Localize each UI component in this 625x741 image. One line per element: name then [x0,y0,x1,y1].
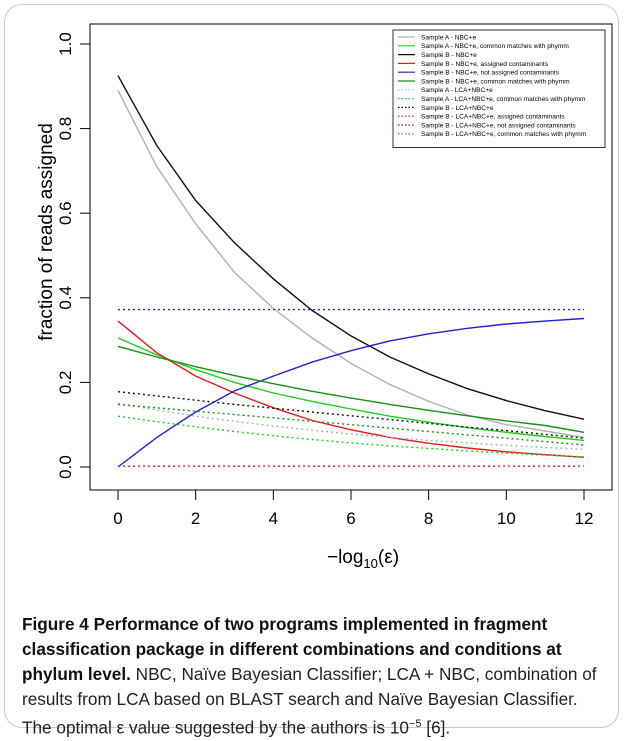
y-tick-label: 0.0 [56,455,75,479]
series-line-3 [117,75,585,420]
legend-box [392,29,606,148]
legend-label: Sample B - NBC+e, assigned contaminants [421,61,549,68]
x-tick-label: 10 [497,509,516,528]
y-tick-label: 0.4 [56,286,75,310]
series-line-2 [117,337,585,442]
legend-label: Sample B - LCA+NBC+e, common matches wit… [421,131,587,138]
x-axis-label: −log10(ε) [327,547,399,571]
x-axis-label-sub: 10 [363,556,377,571]
line-chart: 0.0 0.2 0.4 0.6 0.8 1.0 0 2 4 6 8 10 12 Sample A - … [36,23,613,571]
series-line-5 [117,317,585,468]
x-tick-label: 6 [346,509,355,528]
series-line-4 [117,320,585,458]
y-tick-label: 0.8 [56,117,75,141]
series-line-6 [117,345,585,433]
y-axis: 0.0 0.2 0.4 0.6 0.8 1.0 [56,32,91,479]
legend-label: Sample A - LCA+NBC+e [421,87,493,94]
legend: Sample A - NBC+e Sample A - NBC+e, common… [392,29,606,148]
legend-label: Sample B - LCA+NBC+e, assigned contamina… [421,114,565,121]
legend-label: Sample B - LCA+NBC+e, not assigned conta… [421,122,576,129]
caption-reference: [6]. [421,717,451,738]
x-tick-label: 8 [424,509,433,528]
caption-title: Figure 4 Performance of two programs imp… [22,614,562,684]
y-tick-label: 0.6 [56,201,75,225]
x-axis-label-arg: (ε) [378,547,399,568]
y-tick-label: 0.2 [56,371,75,395]
legend-label: Sample A - NBC+e, common matches with ph… [421,43,569,50]
caption-superscript: −5 [408,718,422,730]
figure-caption: Figure 4 Performance of two programs imp… [22,612,607,741]
legend-label: Sample B - NBC+e, common matches with ph… [421,78,570,85]
series-line-9 [117,391,585,439]
x-tick-label: 12 [575,509,594,528]
series-line-7 [117,402,585,450]
series-line-1 [117,90,585,439]
x-tick-label: 4 [269,509,278,528]
legend-label: Sample A - NBC+e [421,34,476,41]
y-axis-label: fraction of reads assigned [36,123,57,341]
legend-label: Sample A - LCA+NBC+e, common matches wit… [421,96,586,103]
y-tick-label: 1.0 [56,32,75,56]
series-layer [117,75,585,468]
series-line-8 [117,415,585,458]
series-line-12 [117,403,585,446]
legend-label: Sample B - NBC+e, not assigned contamina… [421,70,560,77]
x-axis-label-main: −log [327,547,363,568]
legend-label: Sample B - NBC+e [421,52,477,59]
x-axis: 0 2 4 6 8 10 12 [113,489,594,528]
legend-label: Sample B - LCA+NBC+e [421,105,494,112]
x-tick-label: 2 [191,509,200,528]
x-tick-label: 0 [113,509,122,528]
